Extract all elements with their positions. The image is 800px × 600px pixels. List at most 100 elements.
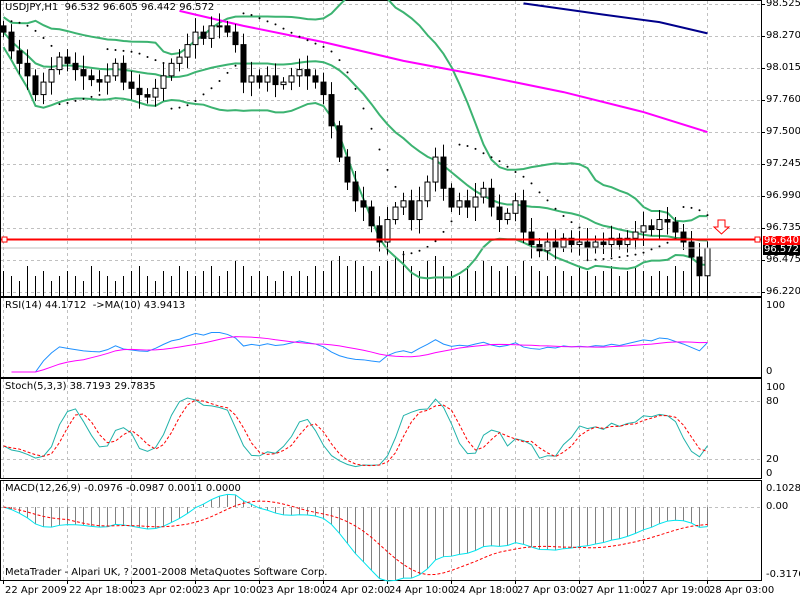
panel-frame <box>0 378 762 479</box>
parabolic-sar-dot <box>426 245 429 248</box>
time-axis-label: 27 Apr 11:00 <box>581 585 647 596</box>
candle-body <box>160 75 167 89</box>
parabolic-sar-dot <box>346 71 349 74</box>
parabolic-sar-dot <box>226 71 229 74</box>
candle-body <box>312 75 319 83</box>
price-axis-label: 97.500 <box>766 126 800 137</box>
chart-header: USDJPY,H1 96.532 96.605 96.442 96.572 <box>5 2 214 14</box>
candle-body <box>96 79 103 83</box>
parabolic-sar-dot <box>66 102 69 105</box>
price-axis-label: 96.475 <box>766 254 800 265</box>
candle-body <box>176 56 183 64</box>
parabolic-sar-dot <box>402 253 405 256</box>
candle-body <box>456 200 463 208</box>
parabolic-sar-dot <box>282 27 285 30</box>
candle-body <box>136 87 143 96</box>
parabolic-sar-dot <box>234 64 237 67</box>
candle-body <box>608 237 615 246</box>
candle-body <box>296 69 303 77</box>
hline-price-tag: 96.640 <box>763 235 800 246</box>
price-axis-label: 97.245 <box>766 158 800 169</box>
candle-body <box>64 56 71 64</box>
parabolic-sar-dot <box>114 49 117 52</box>
parabolic-sar-dot <box>562 214 565 217</box>
parabolic-sar-dot <box>170 107 173 110</box>
candle-body <box>424 181 431 202</box>
candle-body <box>360 200 367 208</box>
parabolic-sar-dot <box>458 143 461 146</box>
candle-body <box>472 196 479 208</box>
stoch-header: Stoch(5,3,3) 38.7193 29.7835 <box>5 381 156 393</box>
candle-body <box>48 69 55 83</box>
candle-body <box>272 75 279 86</box>
candle-body <box>488 187 495 208</box>
candle-body <box>128 81 135 89</box>
hline-handle <box>1 236 8 243</box>
candle-body <box>416 200 423 221</box>
time-axis-label: 22 Apr 18:00 <box>69 585 135 596</box>
parabolic-sar-dot <box>466 144 469 147</box>
rsi-axis-label: 0 <box>766 366 773 377</box>
parabolic-sar-dot <box>410 252 413 255</box>
macd-value-4: 0.0000 <box>205 483 241 494</box>
close-value: 96.572 <box>179 2 215 13</box>
parabolic-sar-dot <box>122 49 125 52</box>
rsi-ma-value: 43.9413 <box>143 300 186 311</box>
candle-body <box>440 156 447 189</box>
parabolic-sar-dot <box>442 230 445 233</box>
parabolic-sar-dot <box>546 199 549 202</box>
price-axis-label: 97.760 <box>766 94 800 105</box>
parabolic-sar-dot <box>42 36 45 39</box>
parabolic-sar-dot <box>58 103 61 106</box>
candle-body <box>8 31 15 52</box>
parabolic-sar-dot <box>154 59 157 62</box>
hline-handle <box>754 236 761 243</box>
panel-frame <box>0 0 762 297</box>
down-arrow-icon <box>712 219 731 235</box>
time-axis-label: 27 Apr 03:00 <box>517 585 583 596</box>
rsi-ma-name: ->MA(10) <box>92 300 141 311</box>
parabolic-sar-dot <box>658 245 661 248</box>
candle-body <box>120 62 127 83</box>
parabolic-sar-dot <box>370 127 373 130</box>
candle-body <box>448 187 455 208</box>
parabolic-sar-dot <box>594 258 597 261</box>
moving-average-slow <box>523 2 708 35</box>
candle-body <box>152 87 159 98</box>
parabolic-sar-dot <box>202 93 205 96</box>
parabolic-sar-dot <box>98 93 101 96</box>
parabolic-sar-dot <box>634 253 637 256</box>
parabolic-sar-dot <box>306 39 309 42</box>
candle-body <box>648 225 655 231</box>
candle-body <box>616 237 623 246</box>
parabolic-sar-dot <box>378 148 381 151</box>
time-axis-label: 27 Apr 19:00 <box>645 585 711 596</box>
rsi-header: RSI(14) 44.1712 ->MA(10) 43.9413 <box>5 300 185 312</box>
candle-body <box>32 75 39 96</box>
candle-body <box>320 81 327 96</box>
parabolic-sar-dot <box>18 21 21 24</box>
macd-value-3: 0.0011 <box>167 483 203 494</box>
candle-body <box>88 75 95 81</box>
parabolic-sar-dot <box>90 95 93 98</box>
candle-body <box>40 81 47 96</box>
macd-value-2: -0.0987 <box>125 483 165 494</box>
candle-body <box>392 206 399 221</box>
candle-body <box>512 200 519 214</box>
parabolic-sar-dot <box>570 221 573 224</box>
parabolic-sar-dot <box>274 23 277 26</box>
candle-body <box>688 241 695 258</box>
parabolic-sar-dot <box>26 24 29 27</box>
price-axis-label: 98.525 <box>766 0 800 9</box>
parabolic-sar-dot <box>514 170 517 173</box>
candle-body <box>592 241 599 248</box>
candle-body <box>640 225 647 233</box>
parabolic-sar-dot <box>618 256 621 259</box>
macd-header: MACD(12,26,9) -0.0976 -0.0987 0.0011 0.0… <box>5 483 241 495</box>
candle-body <box>368 206 375 227</box>
stoch-main-value: 38.7193 <box>69 381 112 392</box>
candle-body <box>520 200 527 233</box>
macd-signal-line <box>3 500 708 576</box>
parabolic-sar-dot <box>218 80 221 83</box>
